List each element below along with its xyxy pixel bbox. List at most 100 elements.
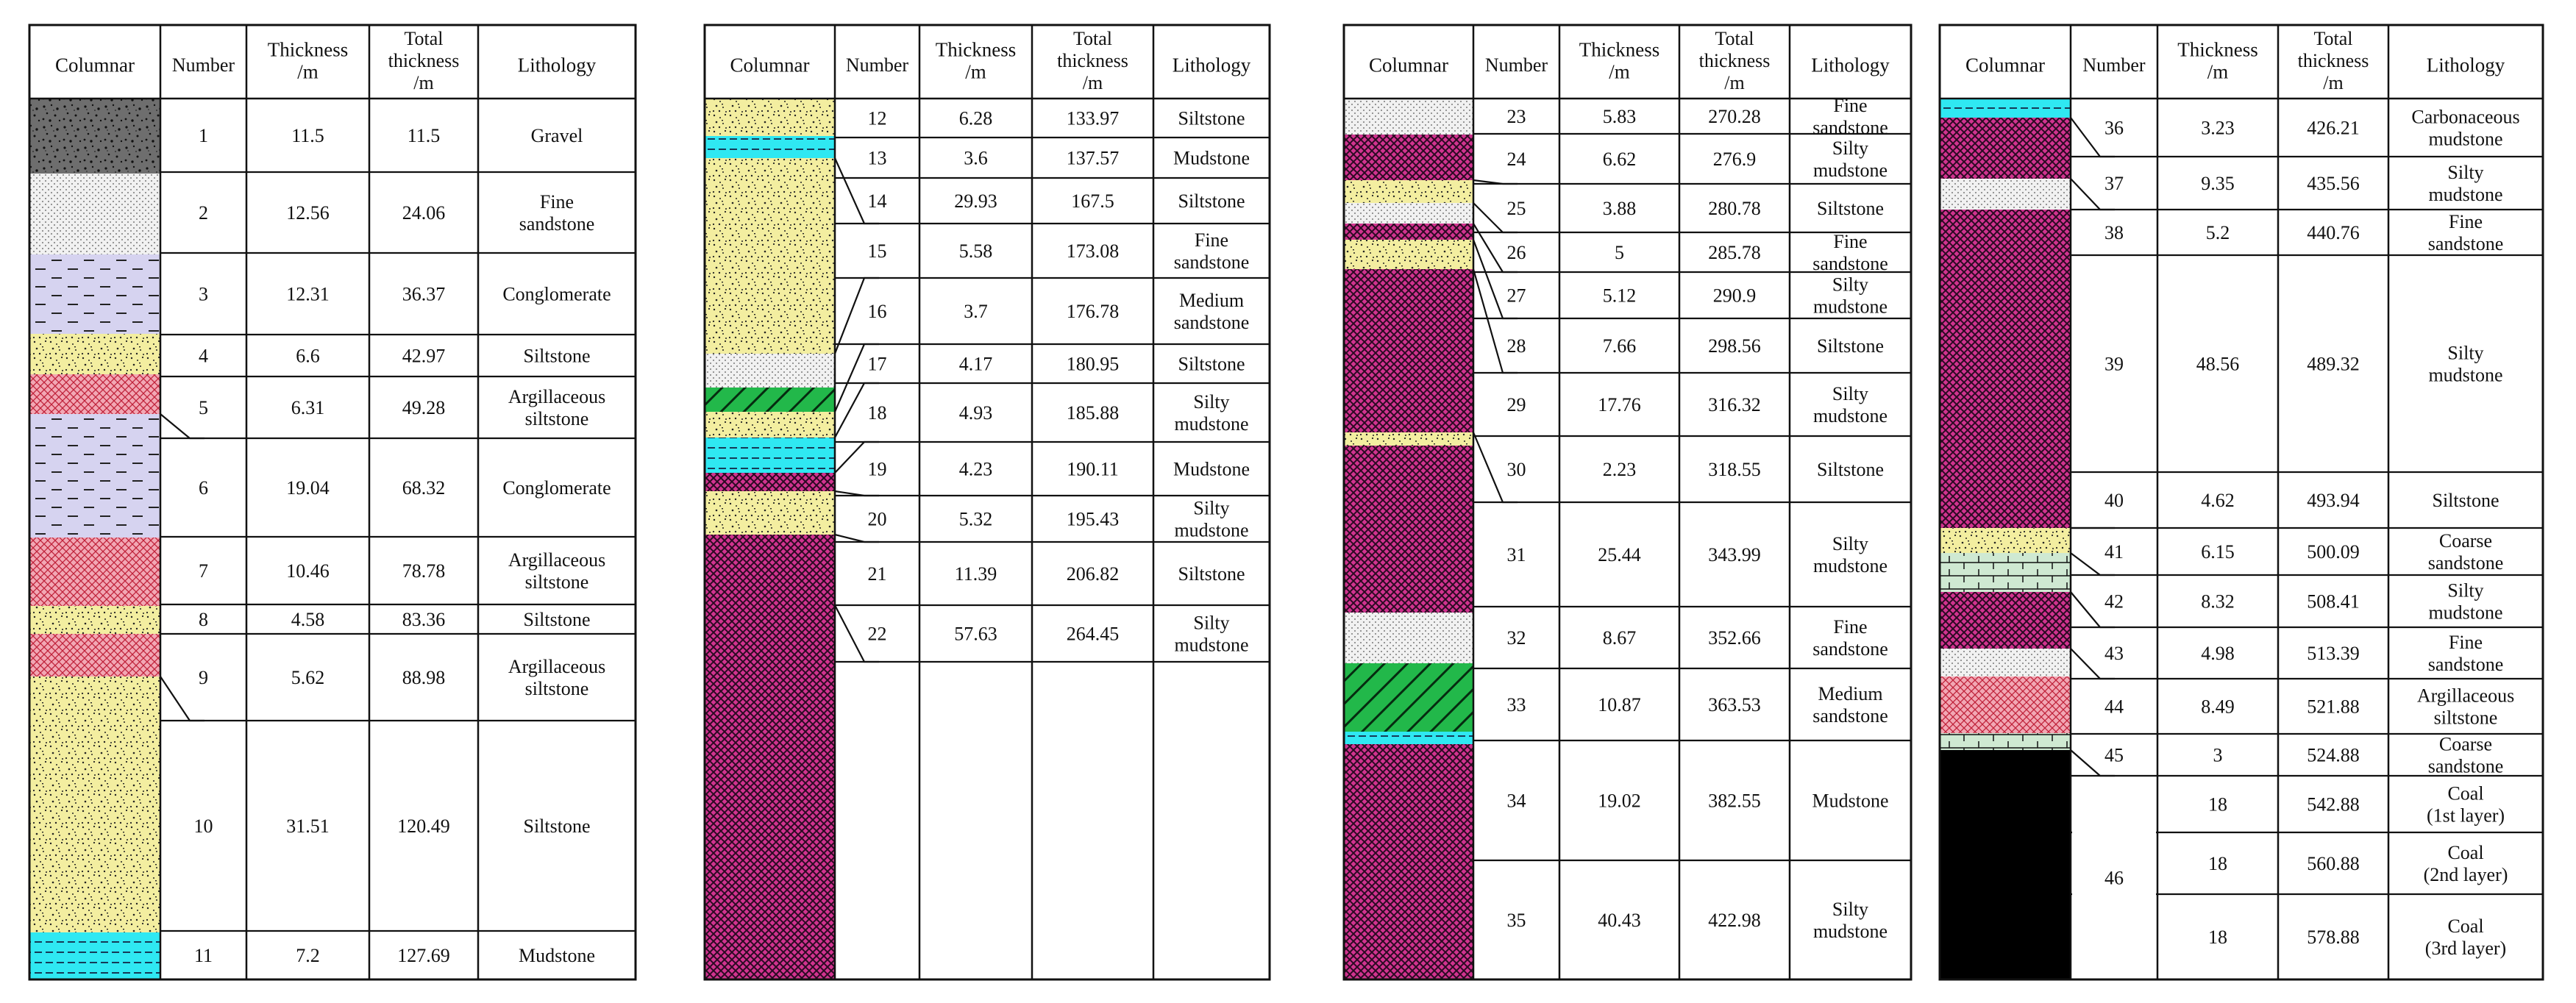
row-total-thickness: 285.78 xyxy=(1708,242,1761,263)
columnar-band-coarse-sandstone xyxy=(1940,733,2071,750)
row-total-thickness: 127.69 xyxy=(397,945,450,966)
row-number: 37 xyxy=(2104,173,2124,194)
row-lithology: Silty xyxy=(1832,899,1868,920)
row-lithology: Conglomerate xyxy=(502,477,611,499)
header-number: Number xyxy=(1485,54,1548,76)
row-lithology: Siltstone xyxy=(1178,108,1245,129)
leader-line xyxy=(834,382,879,438)
row-lithology: Siltstone xyxy=(1817,335,1884,357)
row-number: 19 xyxy=(868,459,887,480)
columnar-band-fine-sandstone xyxy=(705,354,835,388)
row-total-thickness: 508.41 xyxy=(2307,591,2360,613)
row-lithology: Argillaceous xyxy=(508,656,605,677)
row-thickness: 31.51 xyxy=(286,815,330,837)
leader-line xyxy=(834,604,879,663)
row-thickness: 5.12 xyxy=(1603,285,1637,307)
row-thickness: 17.76 xyxy=(1598,394,1641,415)
row-total-thickness: 270.28 xyxy=(1708,106,1761,127)
row-lithology: mudstone xyxy=(1813,555,1887,577)
row-total-thickness: 133.97 xyxy=(1067,108,1120,129)
row-number: 45 xyxy=(2104,745,2124,766)
columnar-band-fine-sandstone xyxy=(29,174,160,254)
row-lithology: sandstone xyxy=(519,213,595,235)
columnar-band-mudstone xyxy=(705,136,835,158)
columnar-band-fine-sandstone xyxy=(1344,203,1473,224)
row-lithology: sandstone xyxy=(1174,312,1250,333)
row-number: 44 xyxy=(2104,696,2124,718)
row-total-thickness: 290.9 xyxy=(1713,285,1757,307)
row-lithology: Siltstone xyxy=(523,346,590,367)
row-number: 46 xyxy=(2104,868,2124,889)
row-total-thickness: 176.78 xyxy=(1067,301,1120,322)
row-thickness: 9.35 xyxy=(2201,173,2235,194)
row-number: 13 xyxy=(868,148,887,169)
row-thickness: 6.28 xyxy=(959,108,993,129)
row-total-thickness: 560.88 xyxy=(2307,853,2360,874)
row-total-thickness: 120.49 xyxy=(397,815,450,837)
columnar-band-siltstone xyxy=(705,412,835,438)
header-thickness: Thickness xyxy=(936,38,1016,60)
columnar-band-silty-mudstone xyxy=(705,535,835,605)
row-thickness: 11.39 xyxy=(955,563,997,585)
row-lithology: Argillaceous xyxy=(508,386,605,407)
header-total-thickness: /m xyxy=(413,72,433,93)
row-number: 30 xyxy=(1507,459,1526,480)
columnar-band-silty-mudstone xyxy=(1344,446,1473,613)
leader-line xyxy=(2070,552,2115,577)
row-thickness: 3 xyxy=(2213,745,2223,766)
columnar-band-fine-sandstone xyxy=(1940,179,2071,210)
leader-line xyxy=(833,276,879,354)
row-total-thickness: 316.32 xyxy=(1708,394,1761,415)
row-lithology: Coarse xyxy=(2439,530,2492,552)
columnar-band-conglomerate xyxy=(29,414,160,538)
row-total-thickness: 276.9 xyxy=(1713,149,1757,170)
columnar-band-conglomerate xyxy=(29,254,160,334)
header-total-thickness: /m xyxy=(1724,72,1744,93)
row-lithology: mudstone xyxy=(1174,635,1248,656)
row-number: 34 xyxy=(1507,790,1526,812)
header-total-thickness: thickness xyxy=(1057,50,1128,71)
leader-line xyxy=(2070,117,2115,158)
header-total-thickness: thickness xyxy=(2298,50,2369,71)
row-thickness: 8.49 xyxy=(2201,696,2235,718)
row-total-thickness: 493.94 xyxy=(2307,490,2360,511)
row-number: 3 xyxy=(199,284,208,305)
row-number: 29 xyxy=(1507,394,1526,415)
row-number: 38 xyxy=(2104,222,2124,243)
row-total-thickness: 513.39 xyxy=(2307,643,2360,664)
header-thickness: /m xyxy=(965,60,986,82)
row-lithology: sandstone xyxy=(1812,705,1888,727)
row-number: 15 xyxy=(868,240,887,262)
columnar-band-coarse-sandstone xyxy=(1940,553,2071,592)
columnar-band-silty-mudstone xyxy=(705,473,835,491)
row-lithology: Mudstone xyxy=(1173,148,1250,169)
row-thickness: 10.46 xyxy=(286,560,330,582)
row-lithology: siltstone xyxy=(525,571,589,593)
row-total-thickness: 195.43 xyxy=(1067,509,1120,530)
row-thickness: 8.67 xyxy=(1603,627,1637,649)
row-lithology: Siltstone xyxy=(1178,190,1245,212)
header-total-thickness: Total xyxy=(1073,28,1112,49)
header-total-thickness: Total xyxy=(2313,28,2352,49)
row-total-thickness: 11.5 xyxy=(408,125,441,146)
columnar-band-argillaceous-siltstone xyxy=(29,634,160,677)
row-lithology: Medium xyxy=(1179,290,1244,311)
row-lithology: Fine xyxy=(1833,95,1867,116)
row-thickness: 4.62 xyxy=(2201,490,2235,511)
row-total-thickness: 78.78 xyxy=(402,560,446,582)
header-columnar: Columnar xyxy=(730,54,810,76)
merged-number-cell xyxy=(2072,777,2156,978)
row-thickness: 3.7 xyxy=(964,301,988,322)
row-number: 39 xyxy=(2104,354,2124,375)
row-number: 25 xyxy=(1507,198,1526,219)
row-number: 24 xyxy=(1507,149,1526,170)
row-total-thickness: 440.76 xyxy=(2307,222,2360,243)
row-lithology: sandstone xyxy=(1812,253,1888,274)
row-total-thickness: 521.88 xyxy=(2307,696,2360,718)
row-lithology: sandstone xyxy=(1174,251,1250,273)
row-number: 32 xyxy=(1507,627,1526,649)
row-thickness: 18 xyxy=(2208,853,2227,874)
row-lithology: Carbonaceous xyxy=(2411,107,2519,128)
row-thickness: 18 xyxy=(2208,794,2227,815)
